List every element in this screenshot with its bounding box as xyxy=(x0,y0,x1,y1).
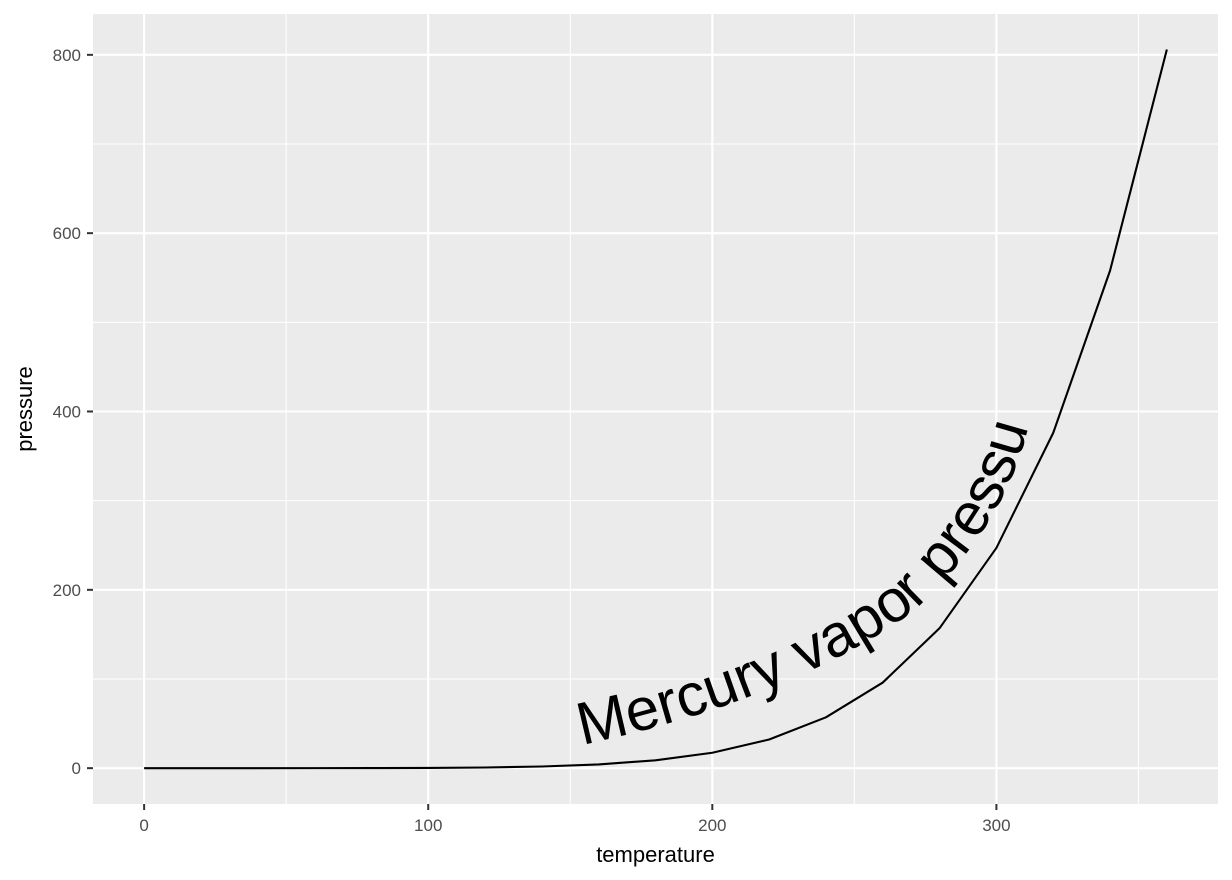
x-tick-label: 0 xyxy=(139,816,148,835)
y-tick-label: 600 xyxy=(53,224,81,243)
x-axis-title: temperature xyxy=(596,842,715,867)
y-tick-label: 0 xyxy=(72,759,81,778)
y-axis: 0 200 400 600 800 xyxy=(53,46,93,778)
x-tick-label: 200 xyxy=(698,816,726,835)
plot-panel xyxy=(93,14,1218,804)
x-tick-label: 300 xyxy=(982,816,1010,835)
x-tick-label: 100 xyxy=(414,816,442,835)
y-axis-title: pressure xyxy=(12,366,37,452)
y-tick-label: 800 xyxy=(53,46,81,65)
y-tick-label: 400 xyxy=(53,402,81,421)
y-tick-label: 200 xyxy=(53,581,81,600)
x-axis: 0 100 200 300 xyxy=(139,804,1011,835)
series-line xyxy=(144,49,1168,770)
minor-gridlines xyxy=(93,14,1218,804)
series-layer xyxy=(144,49,1168,770)
